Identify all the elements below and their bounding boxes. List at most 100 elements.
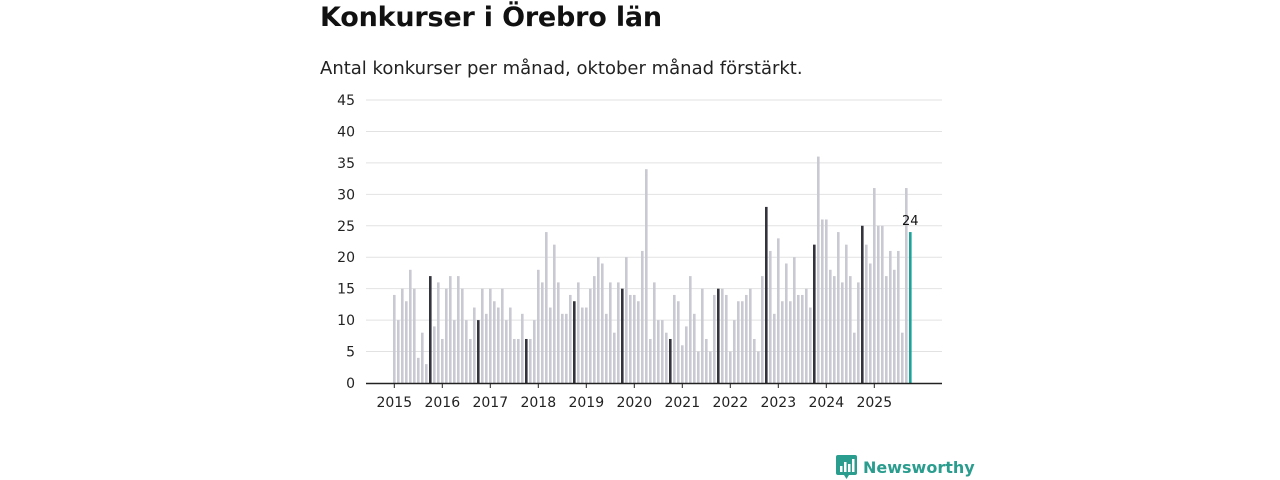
x-tick-label: 2023 [760,395,796,411]
bar [909,232,912,383]
bar [613,332,616,383]
y-axis-ticks: 0 5 10 15 20 25 30 35 40 45 [337,93,355,392]
bar [581,307,584,383]
bar [853,332,856,383]
chart-subtitle: Antal konkurser per månad, oktober månad… [320,58,803,79]
bar [877,225,880,383]
bar [825,219,828,383]
bar [569,294,572,383]
bar [865,244,868,383]
bar [561,313,564,383]
bar [409,269,412,383]
bar [701,288,704,383]
bar [885,276,888,383]
bar [817,156,820,383]
bar [593,276,596,383]
bar [401,288,404,383]
bar [649,338,652,383]
bar [697,351,700,383]
bar [557,282,560,383]
y-tick-label: 0 [346,376,355,392]
bar [901,332,904,383]
bar [497,307,500,383]
bar [785,263,788,383]
bar [457,276,460,383]
bar [445,288,448,383]
bar [677,301,680,383]
bar [541,282,544,383]
x-tick-label: 2016 [424,395,460,411]
bar [433,326,436,383]
y-tick-label: 35 [337,156,355,172]
bar [501,288,504,383]
newsworthy-brand[interactable]: Newsworthy [836,455,975,479]
bar [625,257,628,383]
bar [781,301,784,383]
bar [705,338,708,383]
bar [549,307,552,383]
y-tick-label: 45 [337,93,355,109]
bar [405,301,408,383]
x-tick-label: 2019 [568,395,604,411]
bar [729,351,732,383]
bar [465,320,468,383]
bar [873,188,876,383]
bar [645,169,648,383]
bar [417,357,420,383]
y-tick-label: 25 [337,219,355,235]
bar [685,326,688,383]
bar [821,219,824,383]
bar [737,301,740,383]
bar [449,276,452,383]
bar [653,282,656,383]
bar [733,320,736,383]
x-tick-label: 2025 [856,395,892,411]
bar [793,257,796,383]
chart-title: Konkurser i Örebro län [320,2,662,33]
latest-value-label: 24 [902,214,919,229]
bar [809,307,812,383]
bar [845,244,848,383]
bar [609,282,612,383]
x-tick-label: 2017 [472,395,508,411]
bar [473,307,476,383]
x-axis-ticks: 2015 2016 2017 2018 2019 2020 2021 2022 2023 2024… [376,383,892,411]
y-tick-label: 40 [337,124,355,140]
bar [889,250,892,383]
bar [533,320,536,383]
bar [397,320,400,383]
bar [553,244,556,383]
newsworthy-logo-icon [836,455,857,479]
bar [717,288,720,383]
x-tick-label: 2022 [712,395,748,411]
x-tick-label: 2021 [664,395,700,411]
bar [741,301,744,383]
bar [393,294,396,383]
data-labels: 24 [902,214,919,229]
x-tick-label: 2024 [808,395,844,411]
bar [621,288,624,383]
bar [905,188,908,383]
bar [481,288,484,383]
bar [589,288,592,383]
bar [601,263,604,383]
bar [897,250,900,383]
bar [545,232,548,383]
bar [657,320,660,383]
bar [493,301,496,383]
y-tick-label: 5 [346,345,355,361]
bar [629,294,632,383]
bar [777,238,780,383]
bar [805,288,808,383]
bar [665,332,668,383]
bar [477,320,480,383]
bar [669,338,672,383]
y-tick-label: 30 [337,187,355,203]
bar [749,288,752,383]
bar [725,294,728,383]
bar [765,206,768,383]
bar [757,351,760,383]
bar [577,282,580,383]
y-tick-label: 20 [337,250,355,266]
